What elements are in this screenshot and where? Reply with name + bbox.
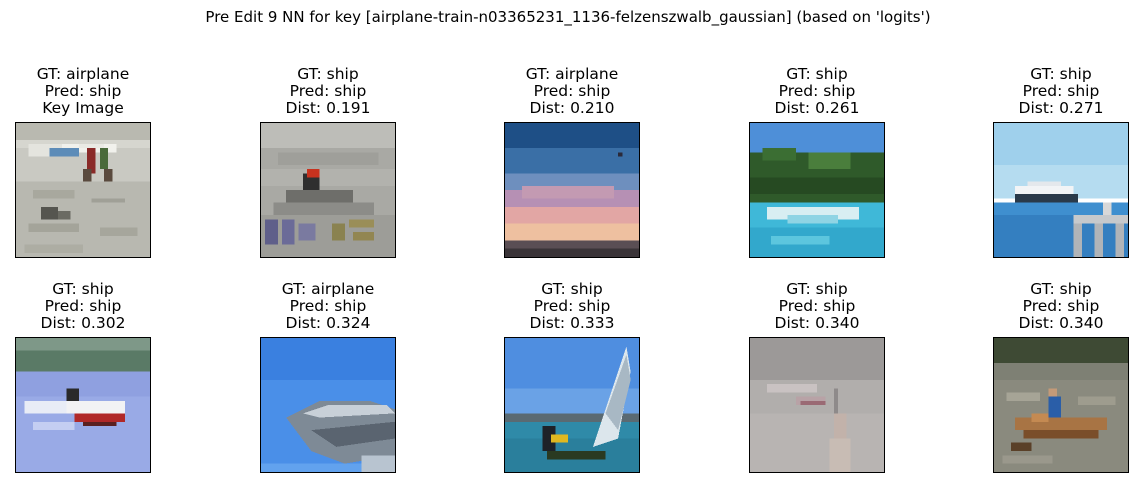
dist-label: Dist: 0.324 xyxy=(285,314,371,332)
sailboard-image xyxy=(504,337,640,473)
rowboat-image xyxy=(993,337,1129,473)
pred-label: Pred: ship xyxy=(289,82,367,100)
island-boat-image xyxy=(749,122,885,258)
gt-label: GT: ship xyxy=(786,280,848,298)
cell-caption: GT: airplane Pred: ship Dist: 0.210 xyxy=(464,66,680,117)
dist-label: Dist: 0.333 xyxy=(529,314,615,332)
key-airplane-image xyxy=(15,122,151,258)
gt-label: GT: airplane xyxy=(281,280,375,298)
gt-label: GT: ship xyxy=(1030,65,1092,83)
gt-label: GT: airplane xyxy=(525,65,619,83)
dist-label: Dist: 0.191 xyxy=(285,99,371,117)
pred-label: Pred: ship xyxy=(533,82,611,100)
dist-label: Dist: 0.261 xyxy=(774,99,860,117)
cell-caption: GT: ship Pred: ship Dist: 0.191 xyxy=(220,66,436,117)
dist-label: Dist: 0.210 xyxy=(529,99,615,117)
gt-label: GT: ship xyxy=(786,65,848,83)
pred-label: Pred: ship xyxy=(44,82,122,100)
dist-label: Dist: 0.271 xyxy=(1018,99,1104,117)
gt-label: GT: ship xyxy=(52,280,114,298)
cell-caption: GT: ship Pred: ship Dist: 0.302 xyxy=(0,281,191,332)
pred-label: Pred: ship xyxy=(44,297,122,315)
dist-label: Dist: 0.340 xyxy=(1018,314,1104,332)
figure-title: Pre Edit 9 NN for key [airplane-train-n0… xyxy=(205,8,931,26)
sunset-sky-image xyxy=(504,122,640,258)
pred-label: Pred: ship xyxy=(778,82,856,100)
pred-label: Pred: ship xyxy=(778,297,856,315)
cell-caption: GT: airplane Pred: ship Key Image xyxy=(0,66,191,117)
foggy-boat-image xyxy=(749,337,885,473)
gt-label: GT: ship xyxy=(297,65,359,83)
cell-caption: GT: ship Pred: ship Dist: 0.271 xyxy=(953,66,1136,117)
cell-caption: GT: ship Pred: ship Dist: 0.340 xyxy=(953,281,1136,332)
pred-label: Pred: ship xyxy=(1022,82,1100,100)
cell-caption: GT: ship Pred: ship Dist: 0.340 xyxy=(709,281,925,332)
pred-label: Pred: ship xyxy=(289,297,367,315)
gt-label: GT: ship xyxy=(1030,280,1092,298)
airplane-nose-image xyxy=(260,337,396,473)
yacht-image xyxy=(993,122,1129,258)
cell-caption: GT: ship Pred: ship Dist: 0.261 xyxy=(709,66,925,117)
cell-caption: GT: airplane Pred: ship Dist: 0.324 xyxy=(220,281,436,332)
dist-label: Dist: 0.340 xyxy=(774,314,860,332)
gt-label: GT: ship xyxy=(541,280,603,298)
cell-caption: GT: ship Pred: ship Dist: 0.333 xyxy=(464,281,680,332)
pred-label: Pred: ship xyxy=(533,297,611,315)
pred-label: Pred: ship xyxy=(1022,297,1100,315)
key-image-label: Key Image xyxy=(42,99,124,117)
gt-label: GT: airplane xyxy=(36,65,130,83)
speedboat-image xyxy=(15,337,151,473)
jetski-image xyxy=(260,122,396,258)
dist-label: Dist: 0.302 xyxy=(40,314,126,332)
